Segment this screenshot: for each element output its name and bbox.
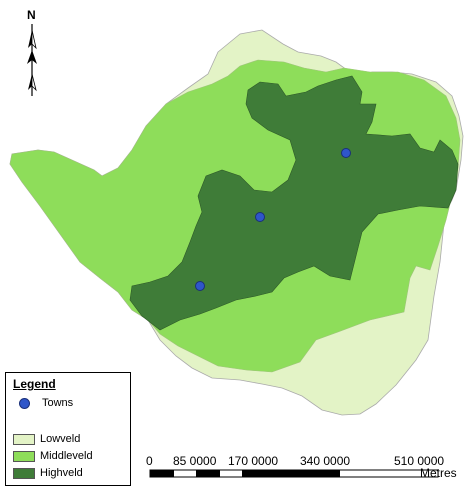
legend-middleveld-label: Middleveld: [40, 450, 93, 462]
legend-item-towns: Towns: [13, 397, 73, 409]
legend: Legend Towns Lowveld Middleveld Highveld: [5, 372, 131, 486]
legend-title: Legend: [13, 377, 56, 391]
legend-item-lowveld: Lowveld: [13, 433, 80, 445]
scale-tick-label: 85 0000: [173, 454, 217, 468]
legend-item-middleveld: Middleveld: [13, 450, 93, 462]
lowveld-swatch: [13, 433, 35, 445]
scale-tick-label: 170 0000: [228, 454, 279, 468]
town-marker[interactable]: [255, 212, 265, 222]
legend-item-highveld: Highveld: [13, 467, 83, 479]
highveld-swatch: [13, 467, 35, 479]
town-marker[interactable]: [195, 281, 205, 291]
town-marker[interactable]: [341, 148, 351, 158]
north-label: N: [27, 8, 36, 22]
legend-towns-label: Towns: [42, 397, 74, 409]
highveld-region: [129, 75, 459, 331]
legend-lowveld-label: Lowveld: [40, 433, 81, 445]
scale-unit-label: Metres: [420, 466, 457, 480]
town-marker-icon: [19, 397, 30, 409]
scale-bar: [149, 469, 439, 478]
north-arrow-icon: [27, 24, 37, 96]
scale-tick-label: 0: [146, 454, 153, 468]
scale-tick-label: 340 0000: [300, 454, 351, 468]
middleveld-swatch: [13, 450, 35, 462]
scale-tick-label: 510 0000: [394, 454, 445, 468]
legend-highveld-label: Highveld: [40, 467, 83, 479]
